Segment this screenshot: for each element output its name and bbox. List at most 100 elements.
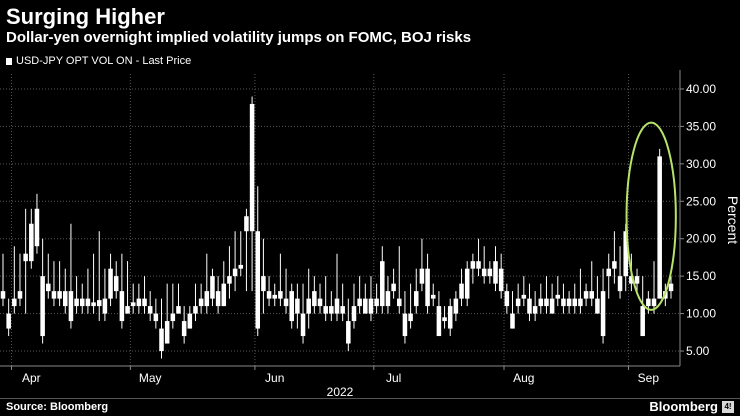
candle-body bbox=[589, 291, 595, 299]
candle-body bbox=[515, 298, 521, 307]
legend-label: USD-JPY OPT VOL ON - Last Price bbox=[16, 55, 192, 67]
candle-body bbox=[408, 313, 413, 322]
candle-body bbox=[634, 276, 640, 284]
candle-body bbox=[119, 291, 125, 322]
legend-swatch bbox=[6, 57, 12, 65]
candle-body bbox=[147, 306, 153, 314]
y-tick-label: 10.00 bbox=[686, 307, 716, 321]
candle-body bbox=[306, 298, 311, 314]
candle-body bbox=[561, 298, 566, 307]
candle-body bbox=[351, 306, 357, 322]
candle-body bbox=[272, 294, 277, 299]
candle-body bbox=[91, 302, 96, 307]
candle-body bbox=[289, 291, 294, 322]
candle-body bbox=[40, 276, 45, 337]
candle-body bbox=[442, 317, 447, 322]
x-tick-label: Apr bbox=[22, 371, 41, 385]
candle-body bbox=[164, 321, 170, 344]
chart-area: 5.00 10.00 15.00 20.00 25.00 30.00 35.00 40.00 P… bbox=[0, 70, 740, 398]
candle-body bbox=[470, 261, 476, 269]
candle-body bbox=[453, 298, 459, 314]
candle-body bbox=[227, 276, 232, 284]
y-tick-label: 35.00 bbox=[686, 119, 716, 133]
x-tick-label: Jun bbox=[265, 371, 284, 385]
candle-body bbox=[578, 298, 583, 307]
candle-body bbox=[504, 291, 510, 307]
candle-body bbox=[204, 291, 210, 307]
candle-body bbox=[181, 321, 187, 337]
candle-body bbox=[566, 298, 572, 307]
candle-body bbox=[130, 302, 136, 307]
candle-body bbox=[419, 268, 425, 284]
chart-title: Surging Higher bbox=[6, 4, 165, 29]
x-axis-title: 2022 bbox=[327, 385, 354, 398]
candle-body bbox=[527, 298, 532, 314]
candle-body bbox=[323, 306, 328, 314]
candle-body bbox=[521, 294, 527, 299]
candle-body bbox=[74, 298, 79, 307]
candle-body bbox=[334, 298, 340, 314]
candle-body bbox=[283, 298, 289, 307]
candle-body bbox=[23, 253, 28, 262]
candle-body bbox=[198, 298, 204, 307]
candle-body bbox=[459, 283, 464, 299]
candle-body bbox=[6, 313, 11, 329]
candle-body bbox=[600, 291, 606, 337]
candle-body bbox=[255, 231, 261, 329]
candle-body bbox=[623, 231, 628, 277]
x-tick-label: Aug bbox=[513, 371, 534, 385]
candle-body bbox=[612, 261, 617, 269]
candle-body bbox=[63, 291, 68, 307]
candle-body bbox=[606, 268, 611, 277]
candle-body bbox=[397, 298, 402, 307]
candle-body bbox=[476, 261, 481, 269]
candle-body bbox=[187, 313, 193, 329]
candle-body bbox=[544, 298, 549, 307]
candle-body bbox=[317, 298, 323, 307]
candle-body bbox=[232, 268, 238, 277]
candle-body bbox=[583, 291, 589, 299]
candle-body bbox=[493, 261, 498, 284]
candle-body bbox=[85, 298, 91, 307]
y-tick-label: 20.00 bbox=[686, 232, 716, 246]
candle-body bbox=[312, 291, 317, 307]
candle-body bbox=[113, 276, 119, 292]
candle-body bbox=[329, 306, 334, 314]
candle-body bbox=[572, 298, 578, 307]
candle-body bbox=[617, 276, 623, 292]
y-axis-title: Percent bbox=[725, 196, 740, 244]
candle-body bbox=[51, 291, 57, 299]
candle-body bbox=[510, 313, 515, 329]
candle-body bbox=[0, 291, 6, 299]
candle-body bbox=[549, 298, 555, 314]
candle-body bbox=[261, 276, 266, 292]
candle-body bbox=[221, 283, 227, 307]
chart-subtitle: Dollar-yen overnight implied volatility … bbox=[6, 29, 472, 46]
candle-body bbox=[430, 294, 436, 299]
candle-body bbox=[640, 306, 645, 337]
candle-body bbox=[657, 156, 662, 299]
candle-body bbox=[153, 313, 159, 322]
source-note: Source: Bloomberg bbox=[6, 401, 109, 413]
highlight-ellipse bbox=[625, 121, 677, 311]
candle-body bbox=[425, 268, 430, 307]
candle-body bbox=[278, 291, 283, 299]
candle-body bbox=[170, 313, 176, 322]
candle-body bbox=[238, 264, 244, 269]
candle-body bbox=[300, 313, 306, 337]
y-tick-label: 30.00 bbox=[686, 157, 716, 171]
candle-body bbox=[532, 306, 538, 314]
y-tick-label: 40.00 bbox=[686, 82, 716, 96]
legend: USD-JPY OPT VOL ON - Last Price bbox=[6, 55, 191, 67]
candle-body bbox=[391, 283, 396, 292]
candle-body bbox=[159, 328, 164, 352]
candle-body bbox=[108, 268, 113, 299]
candle-body bbox=[142, 298, 147, 307]
candle-body bbox=[96, 300, 102, 307]
candle-body bbox=[464, 268, 470, 299]
y-tick-label: 25.00 bbox=[686, 194, 716, 208]
candle-body bbox=[210, 276, 215, 299]
candle-body bbox=[17, 291, 23, 299]
candle-body bbox=[555, 294, 561, 299]
candle-body bbox=[46, 283, 51, 292]
